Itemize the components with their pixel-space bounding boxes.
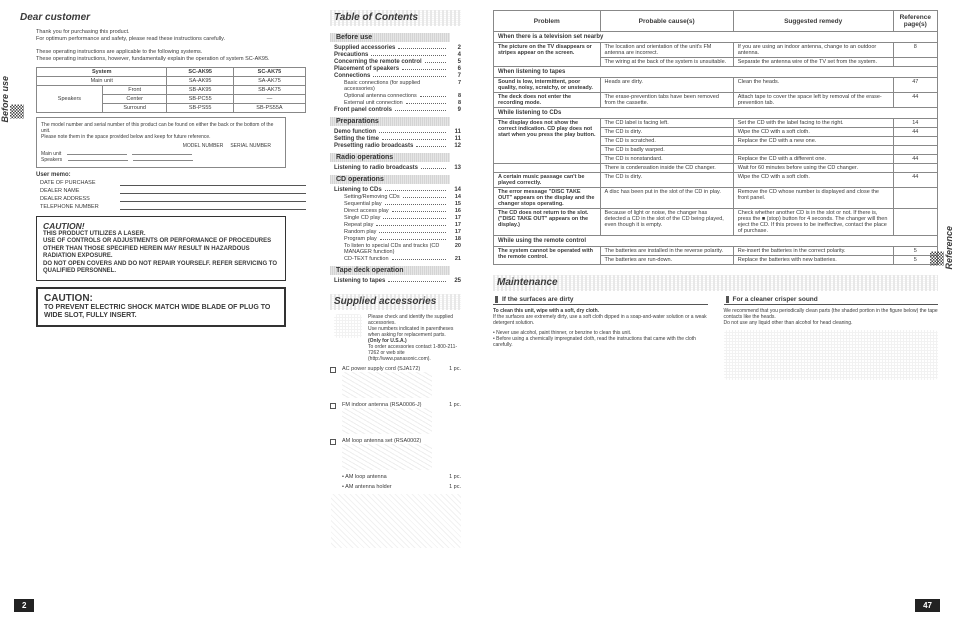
accessories-list: AC power supply cord (SJA172)1 pc.FM ind… [330,366,461,490]
maintenance-columns: If the surfaces are dirty To clean this … [493,295,938,380]
user-memo-label: User memo: [36,172,306,178]
toc-body: Before useSupplied accessories2Precautio… [330,30,461,284]
reference-tab: Reference [944,226,954,270]
caution-laser-box: CAUTION! THIS PRODUCT UTILIZES A LASER. … [36,216,286,281]
tab-dot-pattern [10,105,24,119]
dear-p2: For optimum performance and safety, plea… [36,36,306,43]
page-number-left: 2 [14,599,34,612]
supplied-title: Supplied accessories [330,294,461,310]
caution-plug-box: CAUTION: TO PREVENT ELECTRIC SHOCK MATCH… [36,287,286,328]
dear-p1: Thank you for purchasing this product. [36,29,306,36]
page-number-right: 47 [915,599,940,612]
pencil-icon [334,314,362,338]
toc-title: Table of Contents [330,10,461,26]
model-serial-box: The model number and serial number of th… [36,117,286,168]
maintenance-title: Maintenance [493,275,938,291]
before-use-tab: Before use [0,76,10,123]
tab-dot-pattern [930,252,944,266]
dear-p3: These operating instructions are applica… [36,49,306,56]
unit-illustration [331,494,461,548]
maint-left-title: If the surfaces are dirty [493,295,708,305]
maint-right-title: For a cleaner crisper sound [724,295,939,305]
system-table: System SC-AK95 SC-AK75 Main unit SA-AK95… [36,67,306,113]
troubleshooting-table: Problem Probable cause(s) Suggested reme… [493,10,938,265]
dear-customer-title: Dear customer [16,10,306,25]
tape-head-illustration [724,330,939,380]
dear-p4: These operating instructions, however, f… [36,56,306,63]
